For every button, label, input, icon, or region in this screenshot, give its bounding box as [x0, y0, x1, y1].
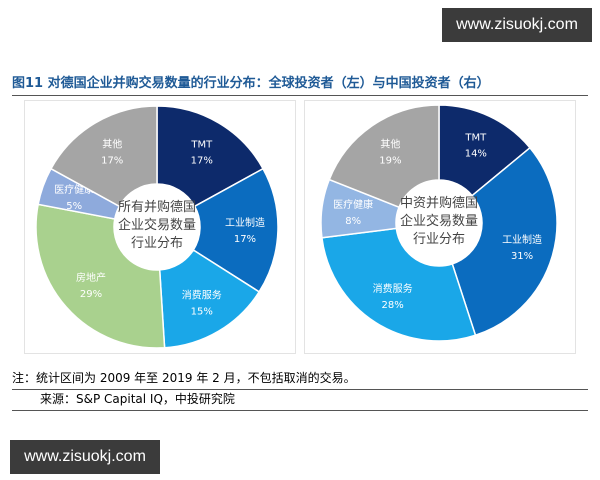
center-label: 行业分布	[413, 232, 465, 247]
watermark-top: www.zisuokj.com	[442, 8, 592, 42]
chart-global-investors: TMT 17% 工业制造 17% 消费服务 15% 房地产 29% 医疗健康 5% 其他 17% 所有并…	[24, 100, 296, 354]
center-label: 企业交易数量	[400, 213, 478, 229]
slice-value-label: 15%	[191, 307, 213, 318]
slice-label: 消费服务	[373, 282, 413, 295]
slice-1	[451, 146, 558, 337]
slice-label: TMT	[464, 133, 487, 144]
slice-label: 房地产	[76, 271, 106, 284]
slice-value-label: 8%	[345, 216, 361, 227]
watermark-bottom: www.zisuokj.com	[10, 440, 160, 474]
slice-3	[35, 203, 166, 349]
chart-chinese-investors: TMT 14% 工业制造 31% 消费服务 28% 医疗健康 8% 其他 19% 中资并购德国 企业交…	[304, 100, 576, 354]
slice-label: 工业制造	[502, 233, 542, 246]
slice-label: 其他	[102, 137, 122, 150]
slice-value-label: 17%	[101, 155, 123, 166]
slice-label: 消费服务	[182, 289, 222, 302]
slice-value-label: 17%	[191, 155, 213, 166]
slice-4	[328, 104, 440, 209]
slice-2	[158, 249, 261, 349]
slice-5	[49, 105, 158, 208]
slice-2	[321, 227, 477, 342]
slice-value-label: 14%	[465, 149, 487, 160]
donut-chart-china: TMT 14% 工业制造 31% 消费服务 28% 医疗健康 8% 其他 19% 中资并购德国企业交…	[320, 104, 558, 342]
slice-value-label: 31%	[511, 251, 533, 262]
donut-chart-global: TMT17%工业制造17%消费服务15%房地产29%医疗健康5%其他17%所有并…	[35, 105, 279, 349]
center-label: 中资并购德国	[400, 195, 478, 211]
slice-1	[192, 167, 279, 293]
slice-label: 其他	[380, 137, 400, 150]
slice-label: 工业制造	[225, 216, 265, 229]
figure-title: 图11 对德国企业并购交易数量的行业分布：全球投资者（左）与中国投资者（右）	[12, 72, 588, 96]
slice-0	[156, 105, 265, 208]
slice-0	[438, 104, 531, 197]
slice-label: TMT	[190, 139, 213, 150]
slice-value-label: 28%	[382, 300, 404, 311]
source-note: 来源：S&P Capital IQ，中投研究院	[12, 390, 588, 411]
slice-value-label: 29%	[80, 289, 102, 300]
footnote: 注：统计区间为 2009 年至 2019 年 2 月，不包括取消的交易。	[12, 369, 588, 390]
center-label: 所有并购德国	[118, 199, 196, 215]
center-label: 行业分布	[131, 236, 183, 251]
slice-label: 医疗健康	[333, 198, 373, 211]
slice-value-label: 19%	[379, 155, 401, 166]
slice-value-label: 17%	[234, 234, 256, 245]
slice-value-label: 5%	[66, 201, 82, 212]
center-label: 企业交易数量	[118, 217, 196, 233]
